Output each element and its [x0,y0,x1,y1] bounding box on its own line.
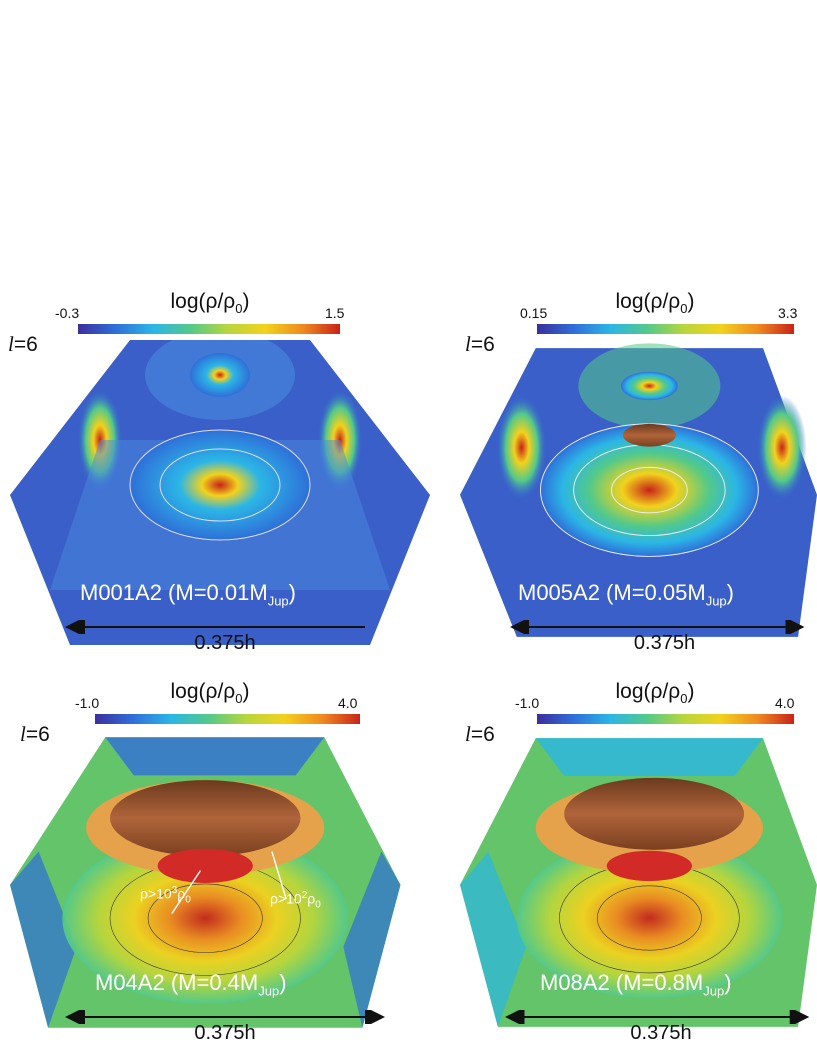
colorbar-min: -1.0 [515,695,540,711]
simulation-label: M04A2 (M=0.4MJup) [95,970,287,999]
colorbar-max: 4.0 [775,695,795,711]
colorbar-min: 0.15 [520,305,548,321]
annotation-rho-1e2: ρ>102ρ0 [270,890,321,911]
panel-m001a2: log(ρ/ρ0) -0.3 1.5 l=6 M001A2 (M=0.01MJu… [0,290,430,660]
scale-arrow [510,620,805,634]
panel-m005a2: log(ρ/ρ0) 0.15 3.3 l=6 M005A2 (M=0.05MJu… [440,290,817,660]
colorbar-title: log(ρ/ρ0) [170,680,250,707]
scale-label: 0.375h [194,1022,256,1044]
param-label: l=6 [465,332,495,356]
scale-label: 0.375h [194,632,256,654]
annotation-rho-1e3: ρ>103ρ0 [140,885,191,906]
panel-m08a2: log(ρ/ρ0) -1.0 4.0 l=6 M08A2 (M=0.8MJup)… [440,680,817,1050]
scale-label: 0.375h [630,1022,692,1044]
colorbar [537,714,794,724]
param-label: l=6 [8,332,38,356]
simulation-render [10,737,401,1028]
param-label: l=6 [465,722,495,746]
simulation-render [460,738,817,1027]
simulation-label: M001A2 (M=0.01MJup) [80,580,296,609]
scale-arrow [505,1010,810,1024]
colorbar-max: 4.0 [338,695,358,711]
panel-m04a2: log(ρ/ρ0) -1.0 4.0 l=6 ρ>103ρ0 ρ>102ρ0 M… [0,680,401,1050]
simulation-render [460,343,817,637]
simulation-render [10,340,430,645]
simulation-label: M005A2 (M=0.05MJup) [518,580,734,609]
colorbar-title: log(ρ/ρ0) [170,290,250,317]
colorbar-max: 1.5 [325,305,345,321]
param-label: l=6 [20,722,50,746]
colorbar-min: -1.0 [75,695,100,711]
scale-arrow [65,620,365,634]
colorbar [78,324,340,334]
colorbar [95,714,360,724]
colorbar-title: log(ρ/ρ0) [615,290,695,317]
simulation-label: M08A2 (M=0.8MJup) [540,970,732,999]
scale-arrow [65,1010,385,1024]
colorbar [537,324,794,334]
colorbar-min: -0.3 [55,305,80,321]
colorbar-max: 3.3 [778,305,798,321]
scale-label: 0.375h [633,632,696,654]
colorbar-title: log(ρ/ρ0) [615,680,695,707]
